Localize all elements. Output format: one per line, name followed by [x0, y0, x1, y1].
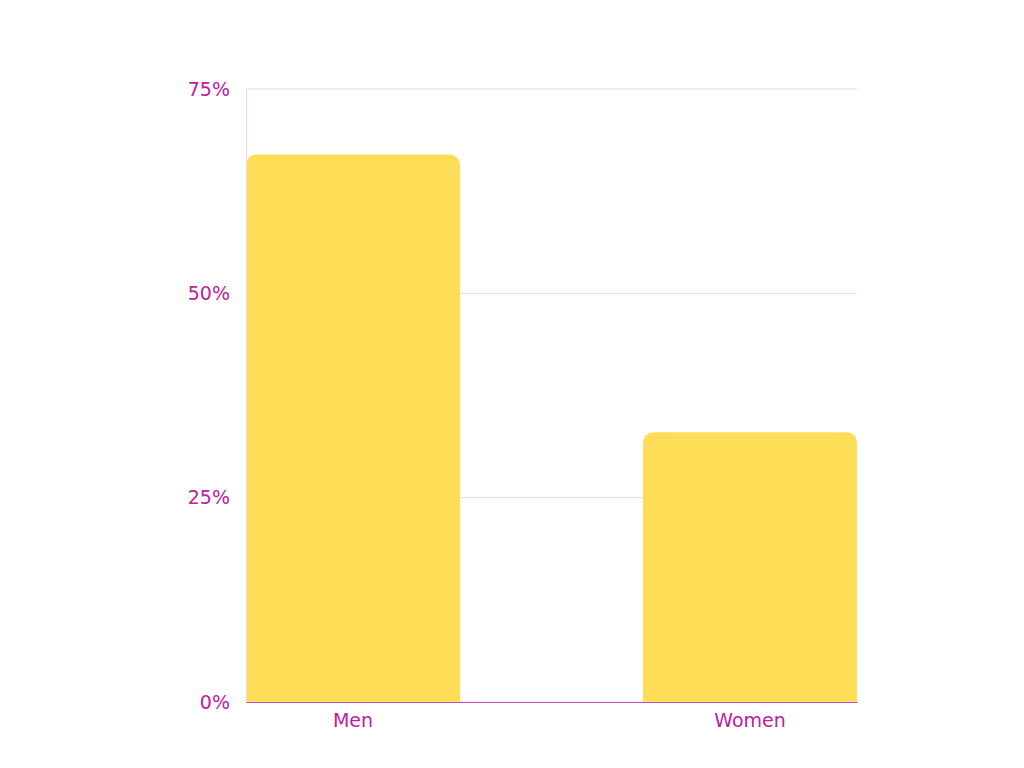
tick-label: Men — [333, 709, 373, 731]
tick: Men — [333, 702, 373, 731]
tick-label: Women — [714, 709, 786, 731]
bar — [246, 154, 460, 702]
bars — [246, 154, 857, 702]
grid — [246, 89, 857, 702]
tick: 75% — [188, 78, 246, 100]
tick: 25% — [188, 486, 246, 508]
grid-line — [246, 89, 857, 90]
tick-label: 50% — [188, 282, 230, 304]
tick-label: 25% — [188, 486, 230, 508]
tick-label: 0% — [200, 691, 230, 713]
chart: 0% 25% 50% 75% Men Women — [0, 0, 1024, 768]
tick: Women — [714, 702, 786, 731]
tick: 0% — [200, 691, 246, 713]
y-axis: 0% 25% 50% 75% — [188, 78, 247, 713]
tick: 50% — [188, 282, 246, 304]
x-axis: Men Women — [247, 702, 858, 731]
axis-line — [247, 702, 858, 703]
axis-line — [246, 90, 247, 703]
tick-label: 75% — [188, 78, 230, 100]
bar — [643, 432, 857, 702]
